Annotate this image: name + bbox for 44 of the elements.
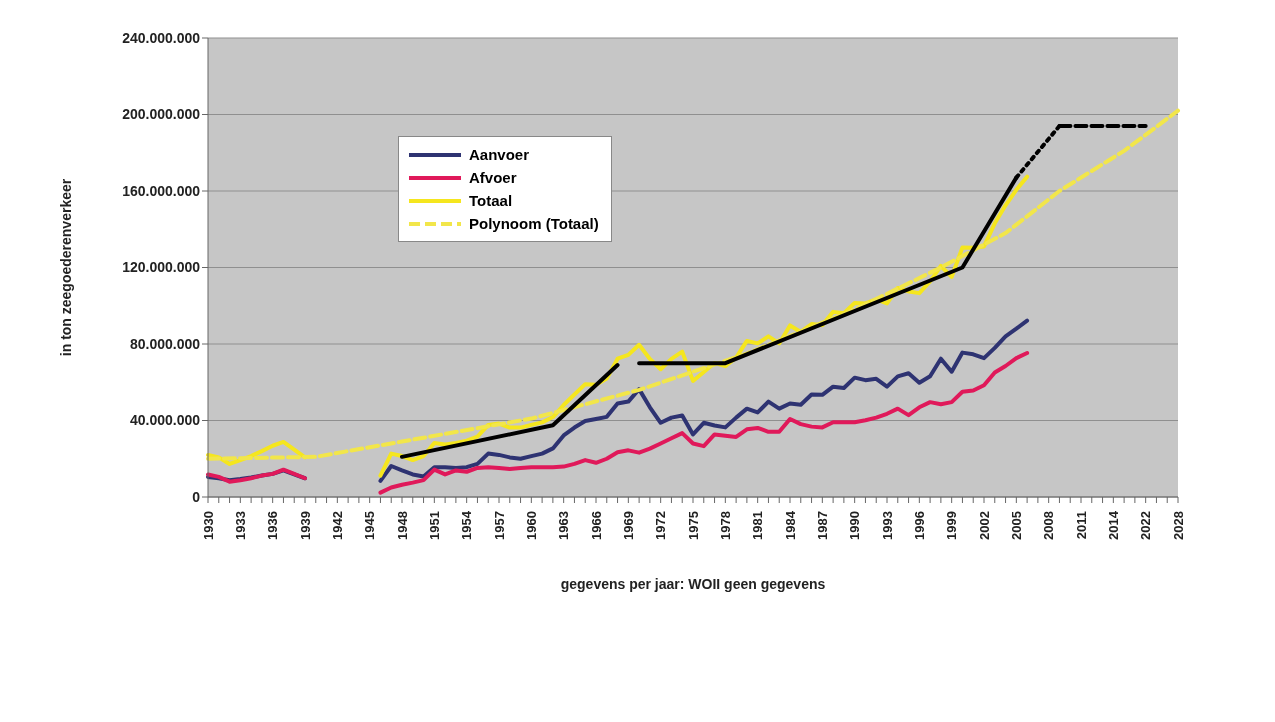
x-tick-label: 1972	[653, 511, 669, 540]
x-tick-label: 2014	[1105, 510, 1121, 540]
y-tick-label: 40.000.000	[129, 412, 201, 429]
x-tick-label: 1954	[459, 510, 475, 540]
y-tick-label: 200.000.000	[122, 106, 201, 123]
x-tick-label: 2002	[976, 511, 992, 540]
x-tick-label: 1936	[265, 511, 281, 540]
y-tick-label: 120.000.000	[122, 259, 201, 276]
x-tick-label: 1987	[814, 511, 830, 540]
y-tick-label: 80.000.000	[129, 335, 201, 352]
legend-label: Totaal	[469, 192, 513, 209]
x-tick-label: 2005	[1008, 511, 1024, 540]
x-tick-label: 1996	[911, 511, 927, 540]
x-tick-label: 2011	[1073, 511, 1089, 540]
x-tick-label: 2022	[1138, 511, 1154, 540]
legend-label: Afvoer	[469, 169, 517, 186]
x-tick-label: 1963	[556, 511, 572, 540]
x-axis-title: gegevens per jaar: WOII geen gegevens	[560, 576, 826, 592]
x-tick-label: 1993	[879, 511, 895, 540]
x-tick-label: 1966	[588, 511, 604, 540]
legend-label: Polynoom (Totaal)	[469, 215, 599, 232]
x-tick-label: 2028	[1170, 511, 1186, 540]
legend-label: Aanvoer	[469, 146, 530, 163]
y-tick-label: 240.000.000	[122, 29, 201, 46]
x-tick-label: 1948	[394, 511, 410, 540]
x-tick-label: 1984	[782, 510, 798, 540]
x-tick-label: 1939	[297, 511, 313, 540]
x-tick-label: 1951	[426, 511, 442, 540]
x-tick-label: 1930	[200, 511, 216, 540]
x-tick-label: 1999	[944, 511, 960, 540]
x-tick-label: 1960	[523, 511, 539, 540]
y-axis-title: in ton zeegoederenverkeer	[57, 178, 74, 357]
x-tick-label: 1969	[620, 511, 636, 540]
x-tick-label: 1942	[329, 511, 345, 540]
x-tick-label: 1975	[685, 511, 701, 540]
y-tick-label: 160.000.000	[122, 182, 201, 199]
x-tick-label: 2008	[1041, 511, 1057, 540]
y-tick-label: 0	[192, 488, 201, 505]
x-tick-label: 1945	[362, 511, 378, 540]
x-tick-label: 1957	[491, 511, 507, 540]
x-tick-label: 1981	[750, 511, 766, 540]
x-tick-label: 1933	[232, 511, 248, 540]
x-tick-label: 1978	[717, 511, 733, 540]
x-tick-label: 1990	[847, 511, 863, 540]
